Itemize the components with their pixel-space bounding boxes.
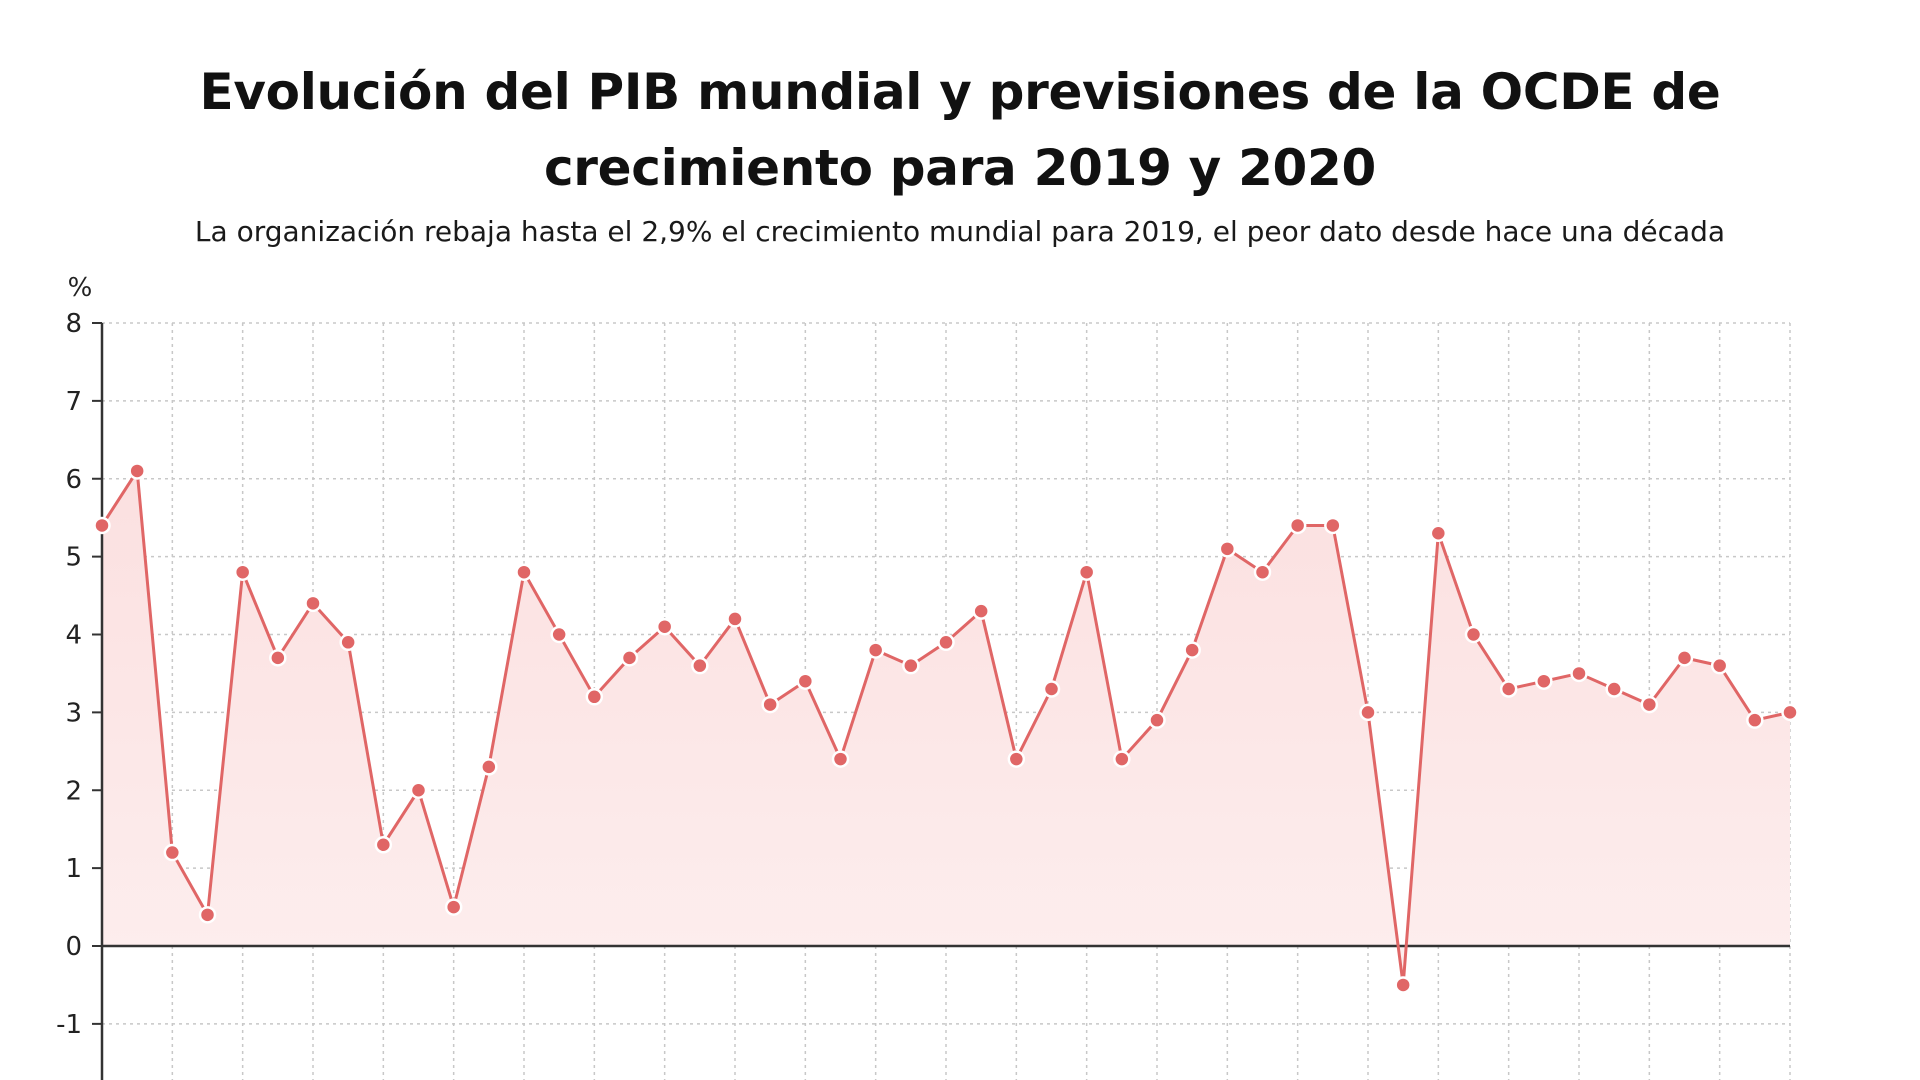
data-point bbox=[515, 563, 533, 581]
data-point bbox=[374, 836, 393, 854]
data-point bbox=[163, 843, 182, 862]
data-point bbox=[902, 656, 920, 675]
data-point bbox=[1605, 680, 1623, 698]
data-point bbox=[480, 758, 498, 776]
data-point bbox=[1288, 516, 1307, 535]
data-point bbox=[409, 781, 428, 799]
data-point bbox=[339, 633, 357, 652]
y-tick-label: 2 bbox=[65, 776, 82, 806]
data-point bbox=[1183, 641, 1201, 659]
axis-labels: 8 7 6 5 4 3 2 1 0 -1% bbox=[56, 273, 92, 1040]
y-tick-label: 5 bbox=[65, 543, 82, 573]
data-point bbox=[937, 633, 955, 652]
data-point bbox=[620, 649, 639, 667]
data-point bbox=[304, 594, 322, 613]
data-point bbox=[93, 516, 111, 535]
data-point bbox=[1640, 695, 1659, 714]
data-point bbox=[691, 656, 709, 675]
data-point bbox=[585, 688, 604, 706]
data-point bbox=[1324, 516, 1342, 535]
data-point bbox=[1710, 656, 1729, 675]
data-point bbox=[1464, 625, 1483, 644]
y-tick-label: 6 bbox=[65, 465, 82, 495]
y-tick-label: 8 bbox=[65, 309, 82, 339]
data-point bbox=[726, 610, 744, 628]
y-tick-label: -1 bbox=[56, 1010, 82, 1040]
data-point bbox=[1499, 680, 1518, 698]
data-point bbox=[1253, 563, 1272, 581]
data-point bbox=[269, 649, 287, 667]
chart-subtitle: La organización rebaja hasta el 2,9% el … bbox=[194, 215, 1726, 248]
axes bbox=[92, 322, 1790, 1080]
data-point bbox=[831, 750, 850, 768]
data-point bbox=[1535, 672, 1553, 690]
data-points bbox=[93, 462, 1799, 994]
data-point bbox=[866, 641, 885, 659]
area-fill bbox=[102, 470, 1790, 985]
data-point bbox=[444, 898, 463, 916]
data-point bbox=[550, 625, 568, 644]
data-point bbox=[1218, 540, 1237, 558]
data-point bbox=[761, 695, 779, 714]
data-point bbox=[1429, 524, 1448, 543]
data-point bbox=[1781, 703, 1799, 722]
y-tick-label: 0 bbox=[65, 932, 82, 962]
data-point bbox=[1746, 711, 1764, 729]
data-point bbox=[198, 906, 217, 924]
y-tick-label: 7 bbox=[65, 387, 82, 417]
data-point bbox=[1570, 664, 1588, 683]
chart-title: Evolución del PIB mundial y previsiones … bbox=[199, 63, 1721, 197]
y-tick-label: 4 bbox=[65, 621, 82, 651]
data-point bbox=[128, 462, 146, 480]
data-point bbox=[1675, 649, 1694, 667]
data-point bbox=[796, 672, 815, 690]
y-tick-label: 3 bbox=[65, 698, 82, 728]
data-point bbox=[1077, 563, 1096, 581]
data-point bbox=[655, 617, 674, 636]
y-axis-label: % bbox=[68, 273, 93, 303]
data-point bbox=[1394, 976, 1412, 994]
data-point bbox=[1007, 750, 1026, 768]
data-point bbox=[1042, 680, 1061, 698]
data-point bbox=[1359, 703, 1377, 722]
data-point bbox=[1148, 711, 1166, 729]
data-point bbox=[233, 563, 252, 581]
data-point bbox=[1113, 750, 1131, 768]
area-path bbox=[102, 470, 1790, 985]
y-tick-label: 1 bbox=[65, 854, 82, 884]
data-point bbox=[972, 602, 990, 620]
